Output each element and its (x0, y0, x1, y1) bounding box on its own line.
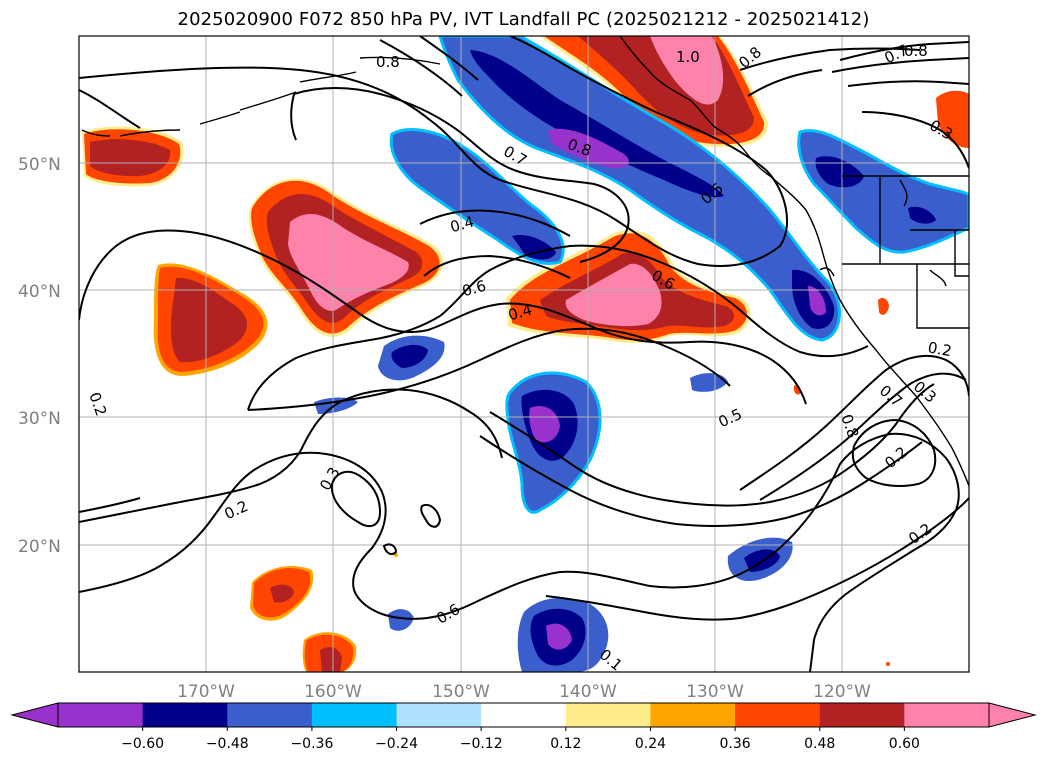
colorbar-box (819, 703, 905, 727)
colorbar-box (142, 703, 228, 727)
positive-anomaly-sw (250, 298, 890, 672)
colorbar-tick-label: 0.24 (635, 736, 666, 752)
colorbar-box (904, 703, 990, 727)
positive-anomaly-138w (506, 229, 751, 343)
contour-label: 0.8 (904, 42, 928, 60)
negative-anomaly-nw-band (438, 36, 841, 342)
colorbar-box (58, 703, 144, 727)
contour-label: 0.8 (376, 53, 400, 71)
lon-label: 140°W (559, 682, 617, 702)
colorbar: −0.60 −0.48 −0.36 −0.24 −0.12 0.12 0.24 0.36 0.4… (10, 702, 1037, 752)
colorbar-box (565, 703, 651, 727)
colorbar-box (311, 703, 398, 727)
lat-label: 40°N (18, 282, 61, 302)
lon-label: 150°W (432, 682, 490, 702)
colorbar-tick-label: 0.48 (804, 736, 835, 752)
contour-label: 1.0 (676, 48, 700, 66)
colorbar-tick-label: −0.24 (375, 736, 418, 752)
pv-shading (82, 36, 969, 672)
lon-label: 130°W (686, 682, 744, 702)
colorbar-box (735, 703, 821, 727)
colorbar-box (396, 703, 482, 727)
contour-label: 0.2 (926, 338, 953, 360)
colorbar-tick-label: −0.36 (290, 736, 333, 752)
lat-label: 50°N (18, 155, 61, 175)
colorbar-tick-label: 0.36 (720, 736, 751, 752)
positive-anomaly-160w (248, 178, 444, 337)
colorbar-extend-right (988, 702, 1037, 728)
lon-label: 170°W (177, 682, 235, 702)
coastlines (81, 36, 969, 487)
positive-anomaly-170w (153, 263, 268, 376)
latitude-labels: 50°N 40°N 30°N 20°N (18, 155, 61, 557)
longitude-labels: 170°W 160°W 150°W 140°W 130°W 120°W (177, 682, 871, 702)
colorbar-extend-left (10, 702, 59, 728)
lat-label: 30°N (18, 409, 61, 429)
map-frame (78, 35, 970, 673)
positive-anomaly-west (82, 126, 184, 187)
lon-label: 120°W (813, 682, 871, 702)
contour-label: 0.4 (506, 301, 534, 325)
colorbar-tick-label: −0.12 (460, 736, 503, 752)
colorbar-box (227, 703, 313, 727)
negative-anomaly-misc (314, 335, 793, 672)
colorbar-tick-label: 0.60 (889, 736, 920, 752)
colorbar-box (650, 703, 736, 727)
colorbar-tick-label: −0.48 (206, 736, 249, 752)
contour-label: 0.4 (448, 213, 476, 237)
contour-label: 0.6 (460, 277, 488, 301)
lat-label: 20°N (18, 537, 61, 557)
negative-anomaly-30n (505, 371, 602, 514)
colorbar-tick-label: −0.60 (121, 736, 164, 752)
negative-anomaly-ne (797, 129, 969, 254)
lon-label: 160°W (304, 682, 362, 702)
map-title: 2025020900 F072 850 hPa PV, IVT Landfall… (177, 9, 870, 30)
colorbar-box (481, 703, 567, 727)
colorbar-tick-label: 0.12 (550, 736, 581, 752)
ivt-contours (79, 36, 969, 672)
